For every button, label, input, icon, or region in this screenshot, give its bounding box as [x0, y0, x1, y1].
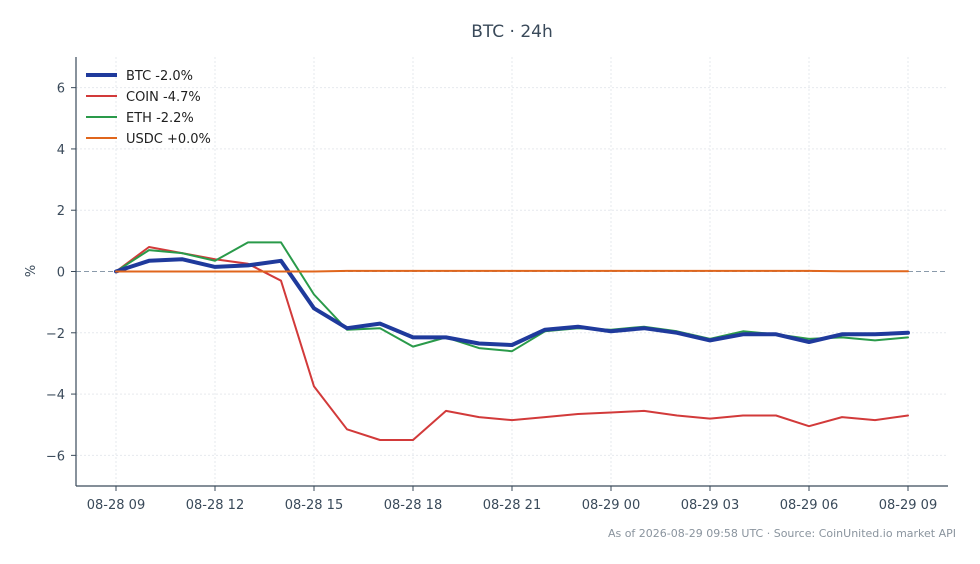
x-tick-label: 08-29 00: [582, 498, 640, 513]
x-tick-label: 08-28 09: [87, 498, 145, 513]
x-tick-label: 08-28 12: [186, 498, 244, 513]
axes: 6 4 2 0 −2 −4 −6 08-28 09 08-28 12 08-28 15 08-28 …: [46, 57, 948, 513]
legend-label-usdc: USDC +0.0%: [126, 132, 211, 147]
x-tick-label: 08-29 03: [681, 498, 739, 513]
y-tick-label: 0: [57, 266, 65, 281]
x-tick-label: 08-28 15: [285, 498, 343, 513]
grid: [76, 57, 948, 486]
series-line-btc: [114, 257, 910, 347]
y-tick-label: 2: [57, 204, 65, 219]
x-tick-label: 08-28 18: [384, 498, 442, 513]
y-tick-label: −6: [46, 449, 65, 464]
source-footer: As of 2026-08-29 09:58 UTC · Source: Coi…: [608, 527, 956, 540]
y-tick-label: 6: [57, 82, 65, 97]
chart-title: BTC · 24h: [471, 22, 553, 42]
y-tick-label: −2: [46, 327, 65, 342]
y-tick-label: 4: [57, 143, 65, 158]
legend-label-coin: COIN -4.7%: [126, 90, 201, 105]
legend: BTC -2.0% COIN -4.7% ETH -2.2% USDC +0.0%: [86, 69, 211, 147]
plot-area: [114, 241, 910, 441]
legend-label-eth: ETH -2.2%: [126, 111, 194, 126]
legend-label-btc: BTC -2.0%: [126, 69, 193, 84]
x-tick-label: 08-29 09: [879, 498, 937, 513]
series-line-usdc: [115, 269, 909, 273]
x-tick-label: 08-29 06: [780, 498, 838, 513]
y-axis-label: %: [24, 265, 39, 277]
y-tick-label: −4: [46, 388, 65, 403]
x-tick-label: 08-28 21: [483, 498, 541, 513]
